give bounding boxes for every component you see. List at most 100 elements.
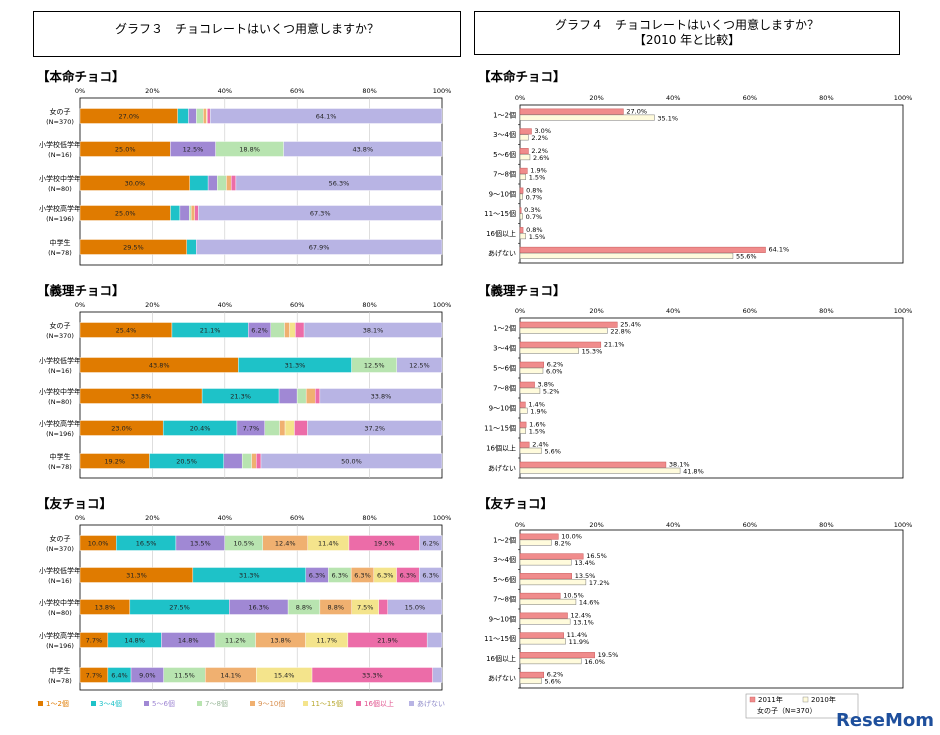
bar-2011 bbox=[519, 361, 544, 368]
value-label-2010: 2.6% bbox=[533, 154, 550, 162]
row-sublabel: (N=78) bbox=[48, 463, 72, 471]
value-label-2011: 1.6% bbox=[529, 421, 546, 429]
row-label: 小学校高学年 bbox=[39, 204, 81, 213]
segment-label: 18.8% bbox=[239, 146, 260, 154]
segment-label: 21.3% bbox=[230, 393, 251, 401]
value-label-2011: 6.2% bbox=[547, 361, 564, 369]
bar-segment bbox=[296, 388, 307, 404]
segment-label: 12.4% bbox=[275, 540, 296, 548]
stacked-tick-label: 20% bbox=[145, 87, 159, 95]
bar-segment bbox=[256, 453, 262, 469]
segment-label: 11.4% bbox=[318, 540, 339, 548]
bar-2010 bbox=[519, 114, 655, 121]
legend-label: 5～6個 bbox=[152, 699, 175, 708]
section-giri-right: 【義理チョコ】 bbox=[478, 283, 566, 298]
value-label-2011: 38.1% bbox=[669, 461, 690, 469]
bar-segment bbox=[196, 239, 443, 255]
value-label-2011: 2.4% bbox=[532, 441, 549, 449]
bar-2010 bbox=[519, 638, 566, 645]
grouped-tick-label: 40% bbox=[666, 521, 680, 529]
value-label-2011: 27.0% bbox=[626, 107, 647, 115]
bar-2011 bbox=[519, 246, 766, 253]
segment-label: 7.7% bbox=[86, 637, 103, 645]
bar-2011 bbox=[519, 612, 568, 619]
grouped-tick-label: 60% bbox=[743, 521, 757, 529]
segment-label: 25.4% bbox=[116, 327, 137, 335]
value-label-2010: 16.0% bbox=[584, 658, 605, 666]
bar-segment bbox=[194, 205, 199, 221]
legend4-label-2010: 2010年 bbox=[811, 695, 836, 704]
bar-segment bbox=[426, 632, 443, 648]
category-label: あげない bbox=[488, 249, 516, 258]
segment-label: 7.7% bbox=[243, 425, 260, 433]
row-sublabel: (N=78) bbox=[48, 249, 72, 257]
segment-label: 21.1% bbox=[200, 327, 221, 335]
value-label-2010: 1.5% bbox=[529, 233, 546, 241]
bar-segment bbox=[307, 420, 443, 436]
category-label: 7～8個 bbox=[493, 170, 516, 179]
grouped-tick-label: 40% bbox=[666, 307, 680, 315]
graph4-title-line1: グラフ４ チョコレートはいくつ用意しますか？ bbox=[554, 18, 819, 32]
bar-2011 bbox=[519, 533, 559, 540]
segment-label: 6.3% bbox=[309, 572, 326, 580]
segment-label: 27.0% bbox=[118, 113, 139, 121]
stacked-tick-label: 40% bbox=[218, 514, 232, 522]
section-tomo-left: 【友チョコ】 bbox=[37, 496, 113, 511]
bar-segment bbox=[188, 108, 197, 124]
bar-segment bbox=[378, 599, 389, 615]
category-label: 3～4個 bbox=[493, 555, 516, 564]
segment-label: 43.8% bbox=[149, 362, 170, 370]
bar-2010 bbox=[519, 173, 526, 180]
segment-label: 31.3% bbox=[285, 362, 306, 370]
graph3-title-box: グラフ３ チョコレートはいくつ用意しますか？ bbox=[33, 11, 461, 57]
value-label-2010: 5.6% bbox=[544, 678, 561, 686]
row-sublabel: (N=16) bbox=[48, 367, 72, 375]
bar-2011 bbox=[519, 632, 564, 639]
segment-label: 6.3% bbox=[377, 572, 394, 580]
legend-label: 3～4個 bbox=[99, 699, 122, 708]
legend-label: 11～15個 bbox=[311, 699, 343, 708]
segment-label: 33.8% bbox=[371, 393, 392, 401]
bar-segment bbox=[207, 108, 211, 124]
grouped-tick-label: 80% bbox=[819, 94, 833, 102]
row-sublabel: (N=80) bbox=[48, 185, 72, 193]
grouped-tick-label: 100% bbox=[894, 521, 913, 529]
segment-label: 25.0% bbox=[115, 146, 136, 154]
bar-2011 bbox=[519, 592, 561, 599]
graph4-title-line2: 【2010 年と比較】 bbox=[633, 33, 741, 47]
resemom-logo: ReseMom bbox=[835, 710, 934, 731]
segment-label: 16.3% bbox=[248, 604, 269, 612]
bar-2010 bbox=[519, 407, 528, 414]
bar-2011 bbox=[519, 321, 618, 328]
bar-2010 bbox=[519, 579, 587, 586]
segment-label: 31.3% bbox=[126, 572, 147, 580]
value-label-2011: 2.2% bbox=[531, 147, 548, 155]
bar-2011 bbox=[519, 341, 602, 348]
value-label-2011: 10.5% bbox=[563, 592, 584, 600]
segment-label: 33.3% bbox=[362, 672, 383, 680]
segment-label: 10.0% bbox=[88, 540, 109, 548]
category-label: 16個以上 bbox=[486, 654, 516, 663]
value-label-2010: 13.4% bbox=[574, 559, 595, 567]
bar-2010 bbox=[519, 427, 526, 434]
segment-label: 12.5% bbox=[409, 362, 430, 370]
legend4-swatch-2010 bbox=[802, 696, 809, 703]
value-label-2011: 16.5% bbox=[586, 552, 607, 560]
bar-2011 bbox=[519, 381, 535, 388]
segment-label: 67.3% bbox=[310, 210, 331, 218]
category-label: 16個以上 bbox=[486, 229, 516, 238]
grouped-tick-label: 20% bbox=[589, 521, 603, 529]
bar-segment bbox=[278, 388, 298, 404]
segment-label: 20.4% bbox=[190, 425, 211, 433]
stacked-tick-label: 60% bbox=[290, 87, 304, 95]
stacked-tick-label: 0% bbox=[75, 301, 85, 309]
bar-segment bbox=[189, 205, 192, 221]
segment-label: 11.7% bbox=[316, 637, 337, 645]
stacked-tick-label: 20% bbox=[145, 301, 159, 309]
segment-label: 50.0% bbox=[341, 458, 362, 466]
bar-2011 bbox=[519, 671, 544, 678]
row-label: 中学生 bbox=[50, 452, 71, 461]
bar-segment bbox=[207, 175, 218, 191]
category-label: 5～6個 bbox=[493, 575, 516, 584]
